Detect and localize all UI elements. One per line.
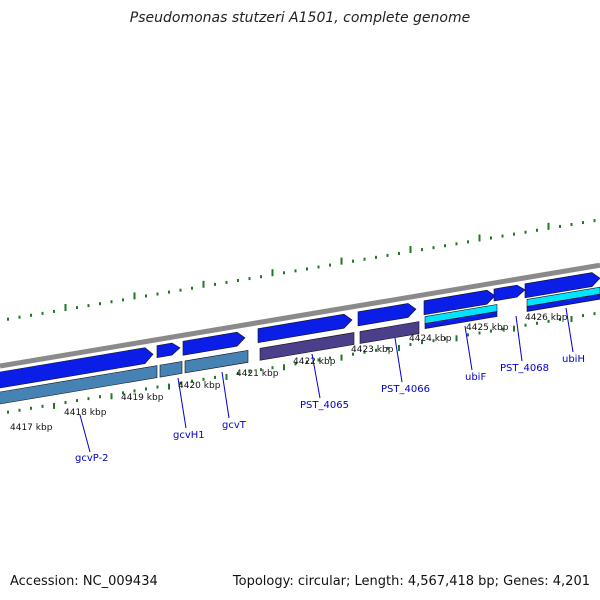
ruler-label: 4423 kbp (351, 345, 394, 355)
gene-ubiF (423, 289, 496, 316)
accession-text: Accession: NC_009434 (10, 574, 158, 589)
gene-PST_4068 (493, 284, 526, 302)
gene-label-gcvT: gcvT (222, 420, 247, 431)
reverse-gene (184, 349, 249, 374)
highlight-gene (526, 286, 600, 307)
reverse-gene (259, 332, 355, 361)
reverse-gene (0, 365, 158, 405)
gene-label-leader (79, 414, 91, 453)
ruler-label: 4422 kbp (293, 357, 336, 367)
gene-label-leader (394, 337, 403, 383)
gene-labels: gcvP-2 gcvH1 gcvT PST_4065 PST_4066 ubiF PST_4… (75, 307, 585, 464)
gene-label-PST_4065: PST_4065 (300, 400, 349, 411)
gene-label-leader (221, 371, 230, 419)
genome-backbone (0, 262, 600, 369)
ruler-label: 4424 kbp (409, 334, 452, 344)
gene-label-leader (177, 377, 187, 429)
genome-summary-text: Topology: circular; Length: 4,567,418 bp… (232, 574, 590, 589)
ruler-label: 4425 kbp (466, 323, 509, 333)
ruler-label: 4418 kbp (64, 408, 107, 418)
gene-gcvP-2 (0, 347, 154, 389)
ruler-label: 4419 kbp (121, 393, 164, 403)
gene-label-ubiH: ubiH (562, 354, 585, 365)
ruler-label: 4420 kbp (178, 381, 221, 391)
ruler-label: 4417 kbp (10, 423, 53, 433)
gc-content-track-inner (7, 312, 596, 414)
gene-PST_4065 (257, 313, 353, 344)
gene-gcvH1 (156, 342, 181, 358)
gene-gcvT (182, 331, 246, 356)
gene-label-leader (565, 307, 574, 353)
ruler-label: 4421 kbp (236, 369, 279, 379)
gene-label-ubiF: ubiF (465, 372, 486, 383)
reverse-gene (159, 361, 183, 378)
gene-label-gcvP-2: gcvP-2 (75, 453, 109, 464)
gene-label-PST_4066: PST_4066 (381, 384, 430, 395)
gene-label-leader (311, 353, 321, 399)
gene-label-PST_4068: PST_4068 (500, 363, 549, 374)
reverse-gene (424, 311, 498, 329)
map-title: Pseudomonas stutzeri A1501, complete gen… (129, 10, 471, 26)
reverse-gene (359, 321, 420, 344)
gene-label-gcvH1: gcvH1 (173, 430, 205, 441)
forward-strand-genes (0, 272, 600, 389)
gene-label-leader (464, 325, 473, 371)
gene-label-leader (515, 315, 523, 362)
gene-PST_4066 (357, 303, 417, 327)
kbp-ruler: 4417 kbp 4418 kbp 4419 kbp 4420 kbp 4421 kbp… (10, 313, 568, 433)
gene-ubiH (524, 272, 600, 299)
reverse-gene (526, 293, 600, 312)
ruler-label: 4426 kbp (525, 313, 568, 323)
gc-skew-track-outer (7, 219, 596, 321)
reverse-strand-genes (0, 286, 600, 405)
backbone-line (0, 262, 600, 369)
